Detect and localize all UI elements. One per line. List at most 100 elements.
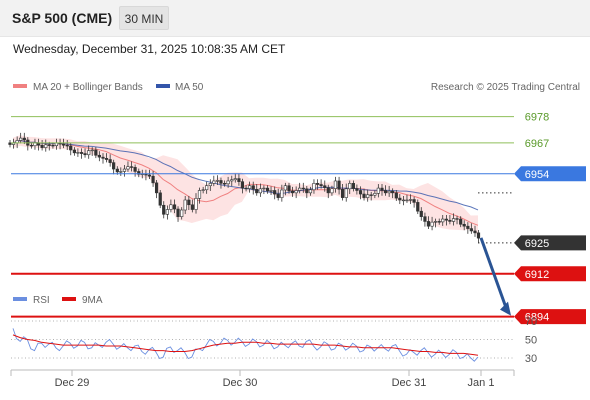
candle-body — [237, 178, 241, 182]
candle-body — [115, 168, 119, 173]
candle-body — [176, 208, 180, 217]
chart-header: S&P 500 (CME) 30 MIN — [0, 0, 590, 37]
ma50-legend-label: MA 50 — [175, 82, 204, 93]
candle-body — [273, 190, 277, 195]
candle-body — [473, 230, 477, 234]
candle-body — [165, 209, 169, 215]
level-label-6925: 6925 — [525, 238, 549, 250]
candle-body — [337, 180, 341, 190]
candle-body — [380, 187, 384, 191]
candle-body — [469, 228, 473, 232]
candle-body — [340, 188, 345, 198]
level-label-6912: 6912 — [525, 269, 549, 281]
candle-body — [212, 180, 216, 184]
candle-body — [147, 174, 152, 177]
projection-arrow — [479, 237, 511, 316]
candle-body — [383, 190, 388, 194]
candle-body — [47, 144, 51, 146]
candle-body — [333, 180, 338, 189]
candle-body — [51, 144, 55, 147]
candle-body — [269, 190, 273, 192]
level-label-6967: 6967 — [525, 138, 549, 150]
candle-body — [451, 218, 456, 222]
candle-body — [215, 180, 220, 182]
candle-body — [298, 187, 302, 191]
candle-body — [205, 185, 209, 191]
level-label-6894: 6894 — [525, 312, 549, 324]
candle-body — [319, 184, 323, 187]
candle-body — [180, 209, 184, 217]
level-tag-6954 — [514, 166, 586, 182]
timeframe-button[interactable]: 30 MIN — [119, 6, 169, 30]
x-tick-label: Jan 1 — [468, 377, 495, 389]
x-tick-label: Dec 31 — [392, 377, 427, 389]
candle-body — [108, 159, 112, 163]
candle-body — [83, 153, 87, 156]
candle-body — [187, 199, 191, 206]
symbol-title: S&P 500 (CME) — [12, 10, 113, 26]
candle-body — [29, 144, 34, 147]
ma20-line — [12, 139, 479, 226]
candlesticks — [8, 132, 481, 244]
candle-body — [466, 225, 470, 229]
candle-body — [72, 149, 76, 154]
candle-body — [376, 187, 380, 194]
candle-body — [190, 204, 194, 210]
candle-body — [316, 183, 320, 185]
candle-body — [398, 197, 402, 201]
candle-body — [283, 185, 287, 191]
candle-body — [326, 187, 330, 194]
level-tag-6925 — [514, 235, 586, 251]
candle-body — [448, 219, 452, 222]
rsi-panel: 70 50 30 — [11, 316, 537, 365]
candle-body — [19, 137, 23, 141]
candle-body — [308, 189, 313, 194]
candle-body — [154, 182, 159, 194]
candle-body — [287, 185, 291, 192]
candle-body — [369, 194, 373, 196]
candle-body — [262, 187, 266, 190]
candle-body — [197, 190, 202, 199]
candle-body — [444, 218, 448, 221]
candle-body — [158, 192, 162, 206]
rsi-ma-legend-label: 9MA — [82, 295, 103, 306]
candle-body — [355, 188, 359, 191]
candle-body — [223, 183, 227, 185]
ma50-legend-swatch — [156, 84, 170, 88]
candle-body — [426, 221, 431, 227]
candle-body — [258, 188, 262, 194]
candle-body — [122, 168, 127, 172]
candle-body — [459, 218, 463, 225]
ma20-legend-label: MA 20 + Bollinger Bands — [33, 82, 143, 93]
candle-body — [462, 223, 466, 227]
candle-body — [251, 185, 255, 190]
candle-body — [172, 204, 177, 210]
candle-body — [169, 204, 173, 210]
candle-body — [330, 188, 334, 194]
candle-body — [97, 154, 101, 158]
candle-body — [112, 162, 116, 170]
candle-body — [409, 199, 413, 201]
candle-body — [351, 183, 355, 189]
candle-body — [401, 199, 406, 202]
x-tick-label: Dec 30 — [223, 377, 258, 389]
ma20-legend-swatch — [13, 84, 27, 88]
candle-body — [90, 149, 94, 152]
candle-body — [22, 137, 26, 141]
candle-body — [405, 199, 409, 202]
candle-body — [312, 183, 316, 191]
candle-body — [247, 185, 252, 189]
candle-body — [61, 143, 66, 146]
candle-body — [240, 181, 245, 189]
candle-body — [79, 152, 84, 154]
candle-body — [441, 218, 445, 223]
candle-body — [419, 210, 423, 217]
candle-body — [201, 189, 205, 191]
rsi-legend-label: RSI — [33, 295, 50, 306]
candle-body — [183, 199, 187, 211]
candle-body — [8, 142, 12, 145]
candle-body — [151, 175, 155, 184]
candle-body — [290, 190, 295, 194]
candle-body — [233, 178, 237, 181]
candle-body — [65, 144, 69, 147]
